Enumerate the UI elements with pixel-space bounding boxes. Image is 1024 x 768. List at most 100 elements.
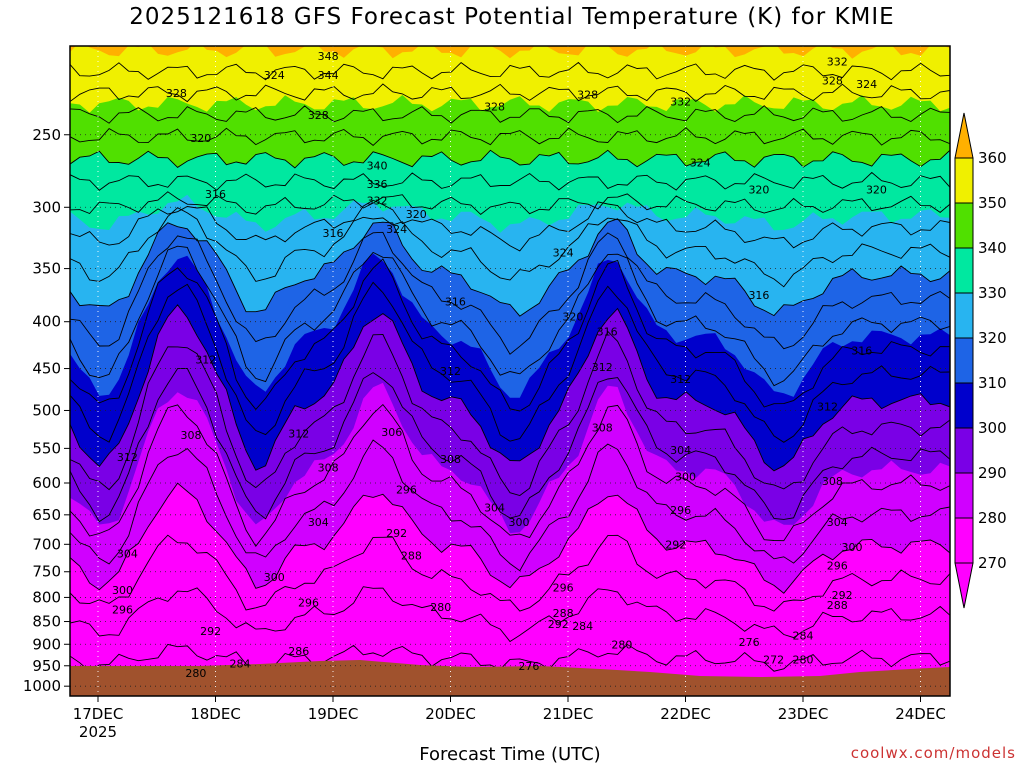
contour-label: 286 xyxy=(288,645,309,658)
contour-label: 276 xyxy=(739,636,760,649)
isentrope-320 xyxy=(70,218,950,317)
colorbar-arrow-bottom xyxy=(954,562,974,609)
contour-label: 308 xyxy=(822,475,843,488)
y-tick-label: 950 xyxy=(32,657,61,675)
contour-label: 312 xyxy=(670,373,691,386)
contour-label: 296 xyxy=(553,581,574,594)
y-tick-label: 500 xyxy=(32,401,61,419)
time-axis: 17DEC 18DEC 19DEC 20DEC 21DEC 22DEC 23DEC 24DEC… xyxy=(73,696,946,741)
isentrope-348 xyxy=(70,105,950,124)
contour-label: 312 xyxy=(440,365,461,378)
contour-label: 300 xyxy=(841,541,862,554)
contour-label: 316 xyxy=(597,326,618,339)
isentrope-340 xyxy=(70,149,950,169)
contour-label: 308 xyxy=(181,429,202,442)
contour-label: 332 xyxy=(670,96,691,109)
colorbar-swatch-330 xyxy=(954,247,974,294)
isentrope-352 xyxy=(70,83,950,103)
isentrope-276 xyxy=(70,534,950,612)
isentrope-356 xyxy=(70,61,950,81)
contour-label: 300 xyxy=(509,516,530,529)
colorbar: 360 350 340 330 320 310 300 290 280 270 xyxy=(954,112,1007,609)
y-tick-label: 850 xyxy=(32,613,61,631)
x-tick-label: 24DEC xyxy=(895,705,946,723)
contour-label: 304 xyxy=(670,444,691,457)
contour-label: 324 xyxy=(264,69,285,82)
chart-title: 2025121618 GFS Forecast Potential Temper… xyxy=(129,4,895,30)
colorbar-label: 280 xyxy=(978,509,1007,527)
colorbar-label: 300 xyxy=(978,419,1007,437)
pressure-axis: 250 300 350 400 450 500 550 600 650 700 750 800 850 9… xyxy=(23,126,70,695)
y-tick-label: 800 xyxy=(32,588,61,606)
x-tick-label: 17DEC xyxy=(73,705,124,723)
contour-label: 312 xyxy=(817,400,838,413)
colorbar-swatch-310 xyxy=(954,337,974,384)
contour-label: 296 xyxy=(298,596,319,609)
y-tick-label: 400 xyxy=(32,313,61,331)
contour-label: 320 xyxy=(562,311,583,324)
y-tick-label: 350 xyxy=(32,260,61,278)
contour-label: 306 xyxy=(381,426,402,439)
colorbar-swatch-340 xyxy=(954,202,974,249)
x-tick-year: 2025 xyxy=(79,723,117,741)
contour-label: 292 xyxy=(548,618,569,631)
y-tick-label: 450 xyxy=(32,360,61,378)
contour-label: 308 xyxy=(440,453,461,466)
y-tick-label: 700 xyxy=(32,535,61,553)
colorbar-label: 350 xyxy=(978,194,1007,212)
contour-label: 280 xyxy=(793,653,814,666)
colorbar-arrow-top xyxy=(954,112,974,159)
isentrope-324 xyxy=(70,207,950,288)
contour-label: 324 xyxy=(386,223,407,236)
contour-label: 304 xyxy=(117,547,138,560)
contour-label: 292 xyxy=(386,527,407,540)
y-tick-label: 650 xyxy=(32,506,61,524)
contour-label: 316 xyxy=(748,289,769,302)
x-tick-label: 22DEC xyxy=(660,705,711,723)
contour-label: 280 xyxy=(611,638,632,651)
contour-label: 300 xyxy=(112,584,133,597)
contour-label: 324 xyxy=(856,78,877,91)
isentrope-292 xyxy=(70,368,950,523)
contour-label: 328 xyxy=(577,89,598,102)
isentrope-312 xyxy=(70,245,950,387)
contour-label: 312 xyxy=(117,451,138,464)
contour-label: 332 xyxy=(367,195,388,208)
x-axis-label: Forecast Time (UTC) xyxy=(419,744,601,765)
contour-label: 296 xyxy=(827,559,848,572)
contour-label: 336 xyxy=(367,178,388,191)
contour-label: 276 xyxy=(518,660,539,673)
x-tick-label: 21DEC xyxy=(543,705,594,723)
contour-label: 308 xyxy=(318,461,339,474)
isentrope-300 xyxy=(70,304,950,472)
contour-label: 300 xyxy=(264,571,285,584)
source-credit: coolwx.com/models xyxy=(850,744,1016,762)
contour-label: 348 xyxy=(318,50,339,63)
isentrope-328 xyxy=(70,199,950,252)
contour-label: 328 xyxy=(484,101,505,114)
isentrope-268 xyxy=(70,643,950,672)
contour-label: 292 xyxy=(832,589,853,602)
contour-label: 284 xyxy=(572,620,593,633)
contour-label: 316 xyxy=(851,344,872,357)
contour-label: 308 xyxy=(592,422,613,435)
contour-label: 304 xyxy=(308,516,329,529)
y-tick-label: 1000 xyxy=(23,677,61,695)
colorbar-swatch-280 xyxy=(954,472,974,519)
contour-label: 300 xyxy=(675,470,696,483)
contour-label: 292 xyxy=(200,625,221,638)
contour-label: 320 xyxy=(866,184,887,197)
x-tick-label: 23DEC xyxy=(778,705,829,723)
contour-label: 288 xyxy=(401,550,422,563)
x-tick-label: 18DEC xyxy=(190,705,241,723)
plot-frame xyxy=(69,45,951,697)
contour-label: 296 xyxy=(396,484,417,497)
contour-label: 316 xyxy=(445,295,466,308)
contour-label: 324 xyxy=(690,156,711,169)
x-tick-label: 19DEC xyxy=(308,705,359,723)
contour-label: 296 xyxy=(112,604,133,617)
contour-label: 328 xyxy=(308,109,329,122)
contour-label: 332 xyxy=(827,56,848,69)
y-tick-label: 250 xyxy=(32,126,61,144)
contour-label: 320 xyxy=(190,132,211,145)
